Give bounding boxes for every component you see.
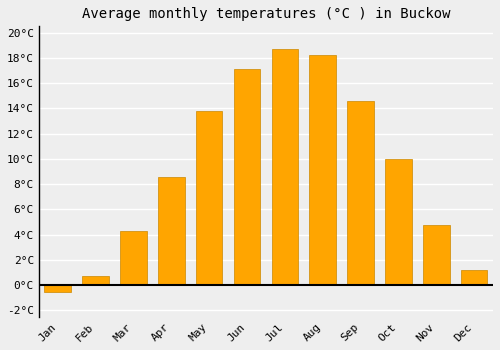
- Bar: [272, 49, 298, 285]
- Bar: [158, 177, 184, 285]
- Bar: [82, 276, 109, 285]
- Bar: [423, 225, 450, 285]
- Bar: [44, 285, 71, 292]
- Bar: [196, 111, 222, 285]
- Bar: [120, 231, 146, 285]
- Bar: [310, 55, 336, 285]
- Bar: [385, 159, 411, 285]
- Title: Average monthly temperatures (°C ) in Buckow: Average monthly temperatures (°C ) in Bu…: [82, 7, 450, 21]
- Bar: [348, 101, 374, 285]
- Bar: [461, 270, 487, 285]
- Bar: [234, 69, 260, 285]
